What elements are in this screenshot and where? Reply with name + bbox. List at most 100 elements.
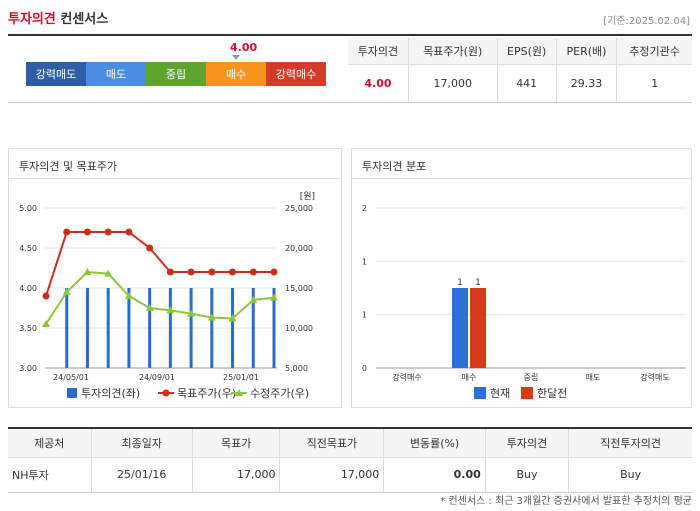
bar-value-label: 1 (457, 278, 463, 288)
legend-label: 현재 (490, 387, 510, 400)
table-cell: 0.00 (383, 457, 486, 493)
opinion-bar (65, 288, 69, 368)
legend-label: 한달전 (537, 387, 567, 400)
table-cell: 17,000 (279, 457, 384, 493)
target-price-point (229, 268, 237, 276)
distribution-bar (470, 288, 486, 368)
adjusted-price-point (270, 293, 278, 301)
adjusted-price-point (249, 296, 258, 303)
table-header: 변동률(%) (383, 427, 486, 458)
table-header: 제공처 (8, 427, 91, 458)
opinion-distribution-panel: 투자의견 분포 2 1 1 0 강력매수 매수 중립 매도 강력매도 1 1 현재 한달전 (351, 148, 692, 408)
summary-value: 441 (496, 64, 557, 102)
target-price-point (83, 228, 91, 236)
legend-label: 수정주가(우) (250, 387, 309, 400)
target-price-point (249, 268, 257, 276)
title-opinion: 투자의견 (8, 12, 56, 27)
y-left-tick-label: 4.50 (19, 244, 37, 253)
scale-segment: 중립 (146, 62, 206, 86)
summary-value: 1 (616, 64, 692, 102)
table-header: 목표가 (191, 427, 280, 458)
y-right-tick-label: 25,000 (285, 204, 313, 213)
y-tick-label: 1 (362, 257, 367, 266)
summary-value: 29.33 (555, 64, 617, 102)
target-price-point (63, 228, 71, 236)
summary-table: 투자의견 목표주가(원) EPS(원) PER(배) 추정기관수 4.00 17,000 4… (348, 38, 692, 102)
target-price-point (42, 292, 50, 300)
broker-table: 제공처 최종일자 목표가 직전목표가 변동률(%) 투자의견 직전투자의견 NH투자 25/0… (8, 427, 692, 493)
table-cell: Buy (568, 457, 692, 493)
distribution-bar (452, 288, 468, 368)
page-title: 투자의견 컨센서스 (8, 8, 108, 27)
footnote: * 컨센서스 : 최근 3개월간 증권사에서 발표한 추정치의 평균 (440, 496, 692, 507)
target-price-point (208, 268, 216, 276)
adjusted-price-point (166, 306, 175, 314)
scale-segment: 매도 (86, 62, 146, 86)
legend-square-icon (521, 387, 533, 399)
score-pointer-icon (232, 55, 240, 60)
table-row: NH투자 25/01/16 17,000 17,000 0.00 Buy Buy (8, 457, 692, 493)
opinion-bar (85, 288, 89, 368)
adjusted-price-point (42, 320, 50, 327)
opinion-target-chart: [원] 5.00 4.50 4.00 3.50 3.00 25,000 20,000 15,00… (19, 191, 315, 400)
header-divider (8, 34, 692, 36)
adjusted-price-point (62, 288, 71, 295)
y-right-tick-label: 5,000 (285, 364, 308, 373)
x-tick-label: 25/01/01 (223, 373, 259, 382)
right-axis-unit: [원] (300, 191, 315, 202)
y-right-tick-label: 20,000 (285, 244, 313, 253)
target-price-point (146, 244, 154, 252)
opinion-bar (106, 288, 110, 368)
x-tick-label: 매도 (586, 373, 601, 382)
summary-header: EPS(원) (496, 38, 557, 65)
opinion-bar (231, 288, 235, 368)
table-header: 직전목표가 (279, 427, 384, 458)
opinion-bar (189, 288, 193, 368)
x-tick-label: 강력매도 (640, 372, 669, 382)
x-tick-label: 강력매수 (392, 372, 421, 382)
target-price-point (187, 268, 195, 276)
y-tick-label: 1 (362, 311, 367, 320)
table-cell: NH투자 (8, 457, 91, 493)
opinion-bar (127, 288, 131, 368)
y-right-tick-label: 15,000 (285, 284, 313, 293)
opinion-distribution-chart: 2 1 1 0 강력매수 매수 중립 매도 강력매도 1 1 현재 한달전 (362, 204, 686, 400)
summary-header: 추정기관수 (616, 38, 692, 65)
target-price-point (125, 228, 133, 236)
title-consensus: 컨센서스 (60, 12, 109, 27)
panel-title: 투자의견 및 목표주가 (9, 149, 341, 179)
legend-triangle-icon (235, 389, 243, 396)
table-header: 최종일자 (90, 427, 193, 458)
y-right-tick-label: 10,000 (285, 324, 313, 333)
summary-header: PER(배) (555, 38, 617, 65)
y-left-tick-label: 3.50 (19, 324, 37, 333)
adjusted-price-point (83, 268, 92, 275)
x-tick-label: 24/05/01 (53, 373, 89, 382)
series-line (45, 270, 275, 325)
adjusted-price-point (145, 304, 154, 311)
legend-dot-icon (162, 389, 170, 397)
legend-label: 투자의견(좌) (81, 387, 140, 400)
opinion-bar (251, 288, 255, 368)
target-price-point (166, 268, 174, 276)
series-line (45, 231, 274, 297)
panel-title: 투자의견 분포 (352, 149, 691, 179)
y-left-tick-label: 4.00 (19, 284, 37, 293)
target-price-point (270, 268, 278, 276)
x-tick-label: 중립 (524, 373, 539, 382)
summary-value: 4.00 (364, 76, 392, 90)
adjusted-price-point (104, 269, 113, 277)
table-header: 투자의견 (484, 427, 569, 458)
adjusted-price-point (228, 314, 237, 322)
current-score: 4.00 (230, 41, 258, 54)
adjusted-price-point (124, 292, 133, 299)
opinion-scale: 강력매도 매도 중립 매수 강력매수 (26, 62, 326, 86)
table-cell: 17,000 (191, 457, 280, 493)
scale-segment: 강력매도 (26, 62, 86, 86)
summary-header: 목표주가(원) (407, 38, 498, 65)
legend-label: 목표주가(우) (177, 387, 236, 400)
scale-segment: 강력매수 (266, 62, 326, 86)
legend-square-icon (474, 387, 486, 399)
y-left-tick-label: 5.00 (19, 204, 37, 213)
legend-square-icon (67, 388, 77, 398)
